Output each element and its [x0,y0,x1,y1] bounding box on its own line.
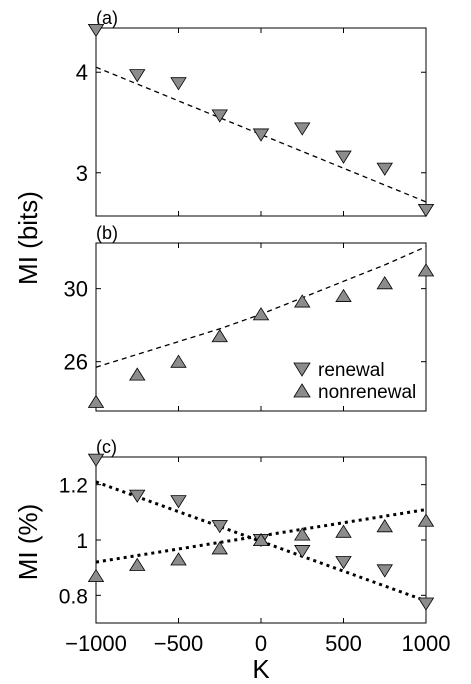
panel-a-renewal-point-8 [417,203,435,218]
panel-a-ytick-label-0: 3 [76,161,88,186]
panel-a-renewal-point-5 [294,122,311,136]
panel-c-nonrenewal-point-7 [376,519,393,533]
panel-b-nonrenewal-point-8 [417,263,435,277]
panel-c-ytick-label-1: 1 [76,530,88,553]
legend-nonrenewal-label: nonrenewal [318,382,416,403]
panel-a-label: (a) [96,8,118,28]
panel-b-ytick-label-0: 26 [64,350,88,375]
panel-a-renewal-point-1 [129,69,146,83]
panel-b-ytick-label-1: 30 [64,277,88,302]
panel-b-nonrenewal-point-3 [211,329,228,343]
panel-b-nonrenewal-point-0 [87,394,105,408]
panel-b-nonrenewal-point-2 [170,354,187,368]
panel-c-renewal-point-0 [87,453,105,467]
panel-a-renewal-point-4 [252,128,270,142]
legend: renewal nonrenewal [293,360,416,403]
panel-b-label: (b) [96,223,118,243]
panel-c-xtick-label-1: −500 [154,631,204,656]
panel-c: (c) [95,437,427,624]
panel-b-fit-line-0 [95,246,427,368]
panel-c-nonrenewal-point-4 [252,532,270,547]
panel-c-renewal-point-2 [170,495,187,509]
panel-b-nonrenewal-point-4 [252,307,270,321]
legend-nonrenewal-marker [293,383,311,398]
panel-c-ytick-label-0: 0.8 [59,585,88,608]
panel-c-nonrenewal-point-0 [87,568,105,582]
panel-a-renewal-point-3 [211,109,228,123]
panel-a-renewal-point-2 [170,77,187,91]
panel-a-renewal-point-0 [87,23,105,38]
legend-renewal-label: renewal [318,360,385,381]
panel-a-frame [95,27,427,217]
panel-c-nonrenewal-point-2 [170,552,187,566]
panel-c-renewal-point-8 [417,597,435,611]
panel-c-xtick-label-0: −1000 [65,631,127,656]
panel-c-nonrenewal-point-8 [417,513,435,527]
panel-b-nonrenewal-point-7 [376,276,393,290]
legend-renewal-marker [293,362,311,377]
panel-c-nonrenewal-point-6 [335,524,352,538]
panel-a: (a) [95,8,427,217]
panel-b-nonrenewal-point-6 [335,288,352,302]
x-axis-label: K [252,654,270,684]
panel-c-label: (c) [96,437,117,457]
panel-c-renewal-point-3 [211,520,228,534]
panel-c-xtick-label-3: 500 [325,631,362,656]
panel-c-xtick-label-4: 1000 [402,631,451,656]
panel-c-xtick-label-2: 0 [255,631,267,656]
panel-c-renewal-point-6 [335,556,352,570]
panel-b-nonrenewal-point-1 [129,367,146,381]
panel-c-renewal-point-1 [129,489,146,503]
panel-c-nonrenewal-point-1 [129,557,146,571]
panel-a-ytick-label-1: 4 [76,60,88,85]
panel-c-renewal-point-7 [376,564,393,578]
panel-b-nonrenewal-point-5 [294,294,311,308]
panel-c-nonrenewal-point-3 [211,541,228,555]
panel-a-renewal-point-6 [335,150,352,164]
panel-c-nonrenewal-point-5 [294,527,311,541]
panel-c-ytick-label-2: 1.2 [59,475,88,498]
y-axis-label-bits: MI (bits) [13,191,43,285]
panel-c-renewal-point-5 [294,545,311,559]
panel-a-renewal-point-7 [376,162,393,176]
y-axis-label-percent: MI (%) [13,504,43,581]
panel-a-fit-line-0 [95,66,427,203]
chart-marks: 3 4 26 30 0.8 1 1.2 −1000 −500 0 500 1000 [59,23,451,656]
